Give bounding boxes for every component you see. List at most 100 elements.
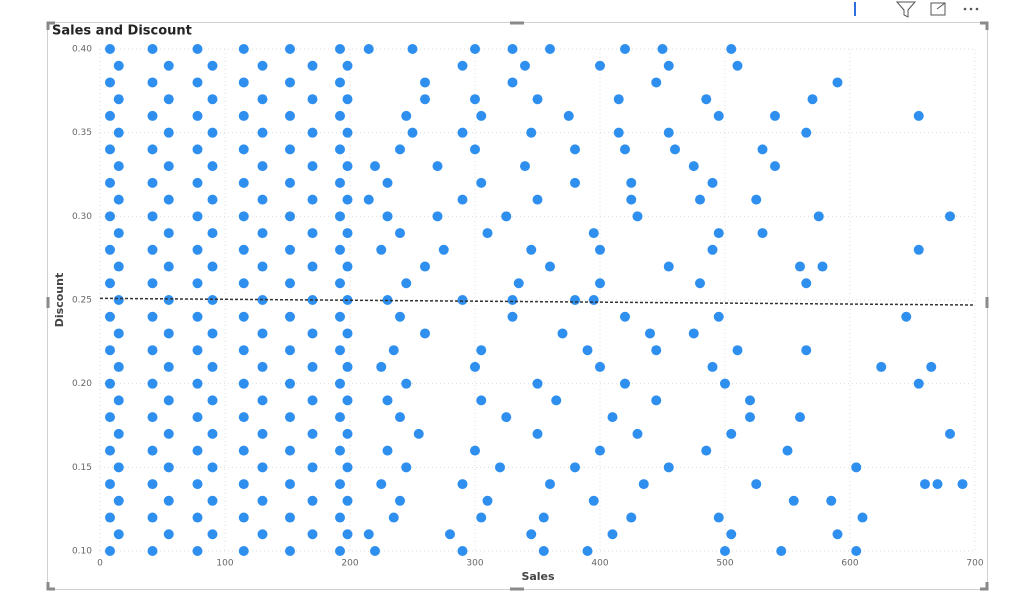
data-point <box>513 278 524 289</box>
data-point <box>238 110 249 121</box>
filter-icon[interactable] <box>895 1 917 18</box>
focus-mode-icon[interactable] <box>930 2 946 16</box>
data-point <box>813 211 824 222</box>
data-point <box>105 546 115 556</box>
y-tick-label: 0.20 <box>72 379 92 389</box>
data-point <box>285 110 295 121</box>
data-point <box>401 110 412 121</box>
data-point <box>532 428 543 439</box>
data-point <box>257 462 268 473</box>
data-point <box>147 546 158 556</box>
more-options-icon[interactable] <box>963 7 979 11</box>
data-point <box>207 228 218 239</box>
data-point <box>620 378 630 389</box>
data-point <box>147 479 158 490</box>
data-point <box>851 462 862 473</box>
data-point <box>663 462 674 473</box>
data-point <box>238 177 249 188</box>
data-point <box>257 127 268 138</box>
data-point <box>476 110 487 121</box>
data-point <box>307 194 318 205</box>
data-point <box>370 161 380 172</box>
data-point <box>476 395 487 406</box>
data-point <box>335 211 345 222</box>
data-point <box>285 144 295 155</box>
data-point <box>382 445 393 456</box>
data-point <box>732 60 743 71</box>
y-tick-label: 0.35 <box>72 128 92 138</box>
data-point <box>507 311 518 322</box>
data-point <box>507 44 518 54</box>
data-point <box>663 261 674 272</box>
data-point <box>832 77 843 88</box>
data-point <box>307 60 318 71</box>
chart-title: Sales and Discount <box>52 24 192 39</box>
data-point <box>207 261 218 272</box>
data-point <box>105 211 115 222</box>
data-point <box>382 177 393 188</box>
data-point <box>817 261 828 272</box>
data-point <box>620 144 630 155</box>
data-point <box>192 479 203 490</box>
data-point <box>388 512 399 523</box>
data-point <box>307 328 318 339</box>
data-point <box>532 194 543 205</box>
data-point <box>545 44 555 54</box>
data-point <box>163 127 174 138</box>
data-point <box>501 211 512 222</box>
data-point <box>945 428 955 439</box>
data-point <box>620 44 630 54</box>
y-tick-label: 0.10 <box>72 547 92 557</box>
data-point <box>192 311 203 322</box>
data-point <box>538 512 549 523</box>
x-tick-label: 100 <box>216 559 233 569</box>
data-point <box>470 361 480 372</box>
data-point <box>335 445 345 456</box>
data-point <box>342 361 353 372</box>
data-point <box>757 228 768 239</box>
data-point <box>695 278 705 289</box>
data-point <box>857 512 868 523</box>
data-point <box>413 428 424 439</box>
data-point <box>607 412 618 423</box>
data-point <box>651 345 662 356</box>
data-point <box>720 378 730 389</box>
data-point <box>626 177 637 188</box>
data-point <box>147 44 158 54</box>
data-point <box>913 244 924 255</box>
data-point <box>457 546 468 556</box>
x-tick-label: 400 <box>591 559 608 569</box>
data-point <box>238 378 249 389</box>
data-point <box>613 127 624 138</box>
data-point <box>192 345 203 356</box>
data-point <box>401 462 412 473</box>
data-point <box>745 412 755 423</box>
data-point <box>113 495 124 506</box>
data-point <box>570 177 580 188</box>
data-point <box>285 177 295 188</box>
data-point <box>285 211 295 222</box>
data-point <box>192 177 203 188</box>
data-point <box>370 546 380 556</box>
data-point <box>163 495 174 506</box>
data-point <box>105 445 115 456</box>
data-point <box>285 311 295 322</box>
data-point <box>532 94 543 105</box>
data-point <box>376 361 387 372</box>
data-point <box>105 77 115 88</box>
data-point <box>526 127 537 138</box>
data-point <box>335 144 345 155</box>
data-point <box>207 161 218 172</box>
data-point <box>285 546 295 556</box>
data-point <box>626 512 637 523</box>
data-point <box>376 479 387 490</box>
data-point <box>257 94 268 105</box>
data-point <box>570 462 580 473</box>
data-point <box>776 546 787 556</box>
data-point <box>570 144 580 155</box>
data-point <box>657 44 668 54</box>
data-point <box>342 261 353 272</box>
resize-handles[interactable] <box>46 21 989 591</box>
data-point <box>113 361 124 372</box>
